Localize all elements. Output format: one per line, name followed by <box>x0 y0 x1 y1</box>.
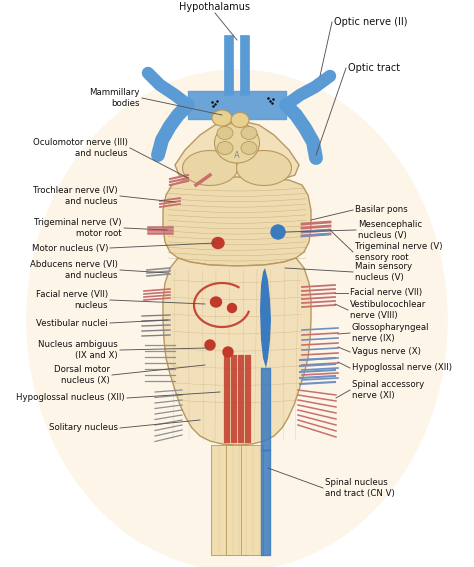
Text: Nucleus ambiguus
(IX and X): Nucleus ambiguus (IX and X) <box>38 340 118 359</box>
Text: Optic tract: Optic tract <box>348 63 400 73</box>
Text: Spinal nucleus
and tract (CN V): Spinal nucleus and tract (CN V) <box>325 479 395 498</box>
Text: Vestibulocochlear
nerve (VIII): Vestibulocochlear nerve (VIII) <box>350 301 426 320</box>
Ellipse shape <box>241 126 257 139</box>
Text: Mesencephalic
nucleus (V): Mesencephalic nucleus (V) <box>358 221 422 240</box>
Ellipse shape <box>182 150 237 185</box>
Text: Basilar pons: Basilar pons <box>355 205 408 214</box>
Text: Facial nerve (VII)
nucleus: Facial nerve (VII) nucleus <box>36 290 108 310</box>
Ellipse shape <box>231 112 249 128</box>
Ellipse shape <box>27 70 447 567</box>
Ellipse shape <box>217 142 233 154</box>
Text: Trigeminal nerve (V)
motor root: Trigeminal nerve (V) motor root <box>35 218 122 238</box>
Text: Glossopharyngeal
nerve (IX): Glossopharyngeal nerve (IX) <box>352 323 429 342</box>
Polygon shape <box>260 268 271 368</box>
Ellipse shape <box>237 150 292 185</box>
Ellipse shape <box>217 126 233 139</box>
Text: Optic nerve (II): Optic nerve (II) <box>334 17 408 27</box>
Ellipse shape <box>228 303 237 312</box>
Text: Motor nucleus (V): Motor nucleus (V) <box>32 243 108 252</box>
Ellipse shape <box>205 340 215 350</box>
Ellipse shape <box>215 123 259 163</box>
Polygon shape <box>163 177 311 266</box>
Text: Abducens nerve (VI)
and nucleus: Abducens nerve (VI) and nucleus <box>30 260 118 280</box>
Polygon shape <box>241 445 263 555</box>
Text: Vestibular nuclei: Vestibular nuclei <box>36 319 108 328</box>
Text: Hypothalamus: Hypothalamus <box>180 2 250 12</box>
Text: Hypoglossal nerve (XII): Hypoglossal nerve (XII) <box>352 363 452 373</box>
Polygon shape <box>163 258 311 445</box>
Text: Oculomotor nerve (III)
and nucleus: Oculomotor nerve (III) and nucleus <box>33 138 128 158</box>
Polygon shape <box>226 445 248 555</box>
Ellipse shape <box>210 297 221 307</box>
Ellipse shape <box>212 238 224 248</box>
Text: A: A <box>234 150 240 159</box>
Polygon shape <box>211 445 233 555</box>
Text: Dorsal motor
nucleus (X): Dorsal motor nucleus (X) <box>54 365 110 384</box>
Text: Main sensory
nucleus (V): Main sensory nucleus (V) <box>355 263 412 282</box>
Text: Trigeminal nerve (V)
sensory root: Trigeminal nerve (V) sensory root <box>355 242 443 262</box>
Ellipse shape <box>241 142 257 154</box>
Text: Trochlear nerve (IV)
and nucleus: Trochlear nerve (IV) and nucleus <box>33 187 118 206</box>
Polygon shape <box>175 120 299 183</box>
Ellipse shape <box>271 225 285 239</box>
Text: Facial nerve (VII): Facial nerve (VII) <box>350 289 422 298</box>
Text: Spinal accessory
nerve (XI): Spinal accessory nerve (XI) <box>352 380 424 400</box>
Text: Vagus nerve (X): Vagus nerve (X) <box>352 348 421 357</box>
Text: Mammillary
bodies: Mammillary bodies <box>90 88 140 108</box>
Ellipse shape <box>212 110 232 126</box>
Text: Hypoglossal nucleus (XII): Hypoglossal nucleus (XII) <box>17 393 125 403</box>
Ellipse shape <box>223 347 233 357</box>
Text: Solitary nucleus: Solitary nucleus <box>49 424 118 433</box>
